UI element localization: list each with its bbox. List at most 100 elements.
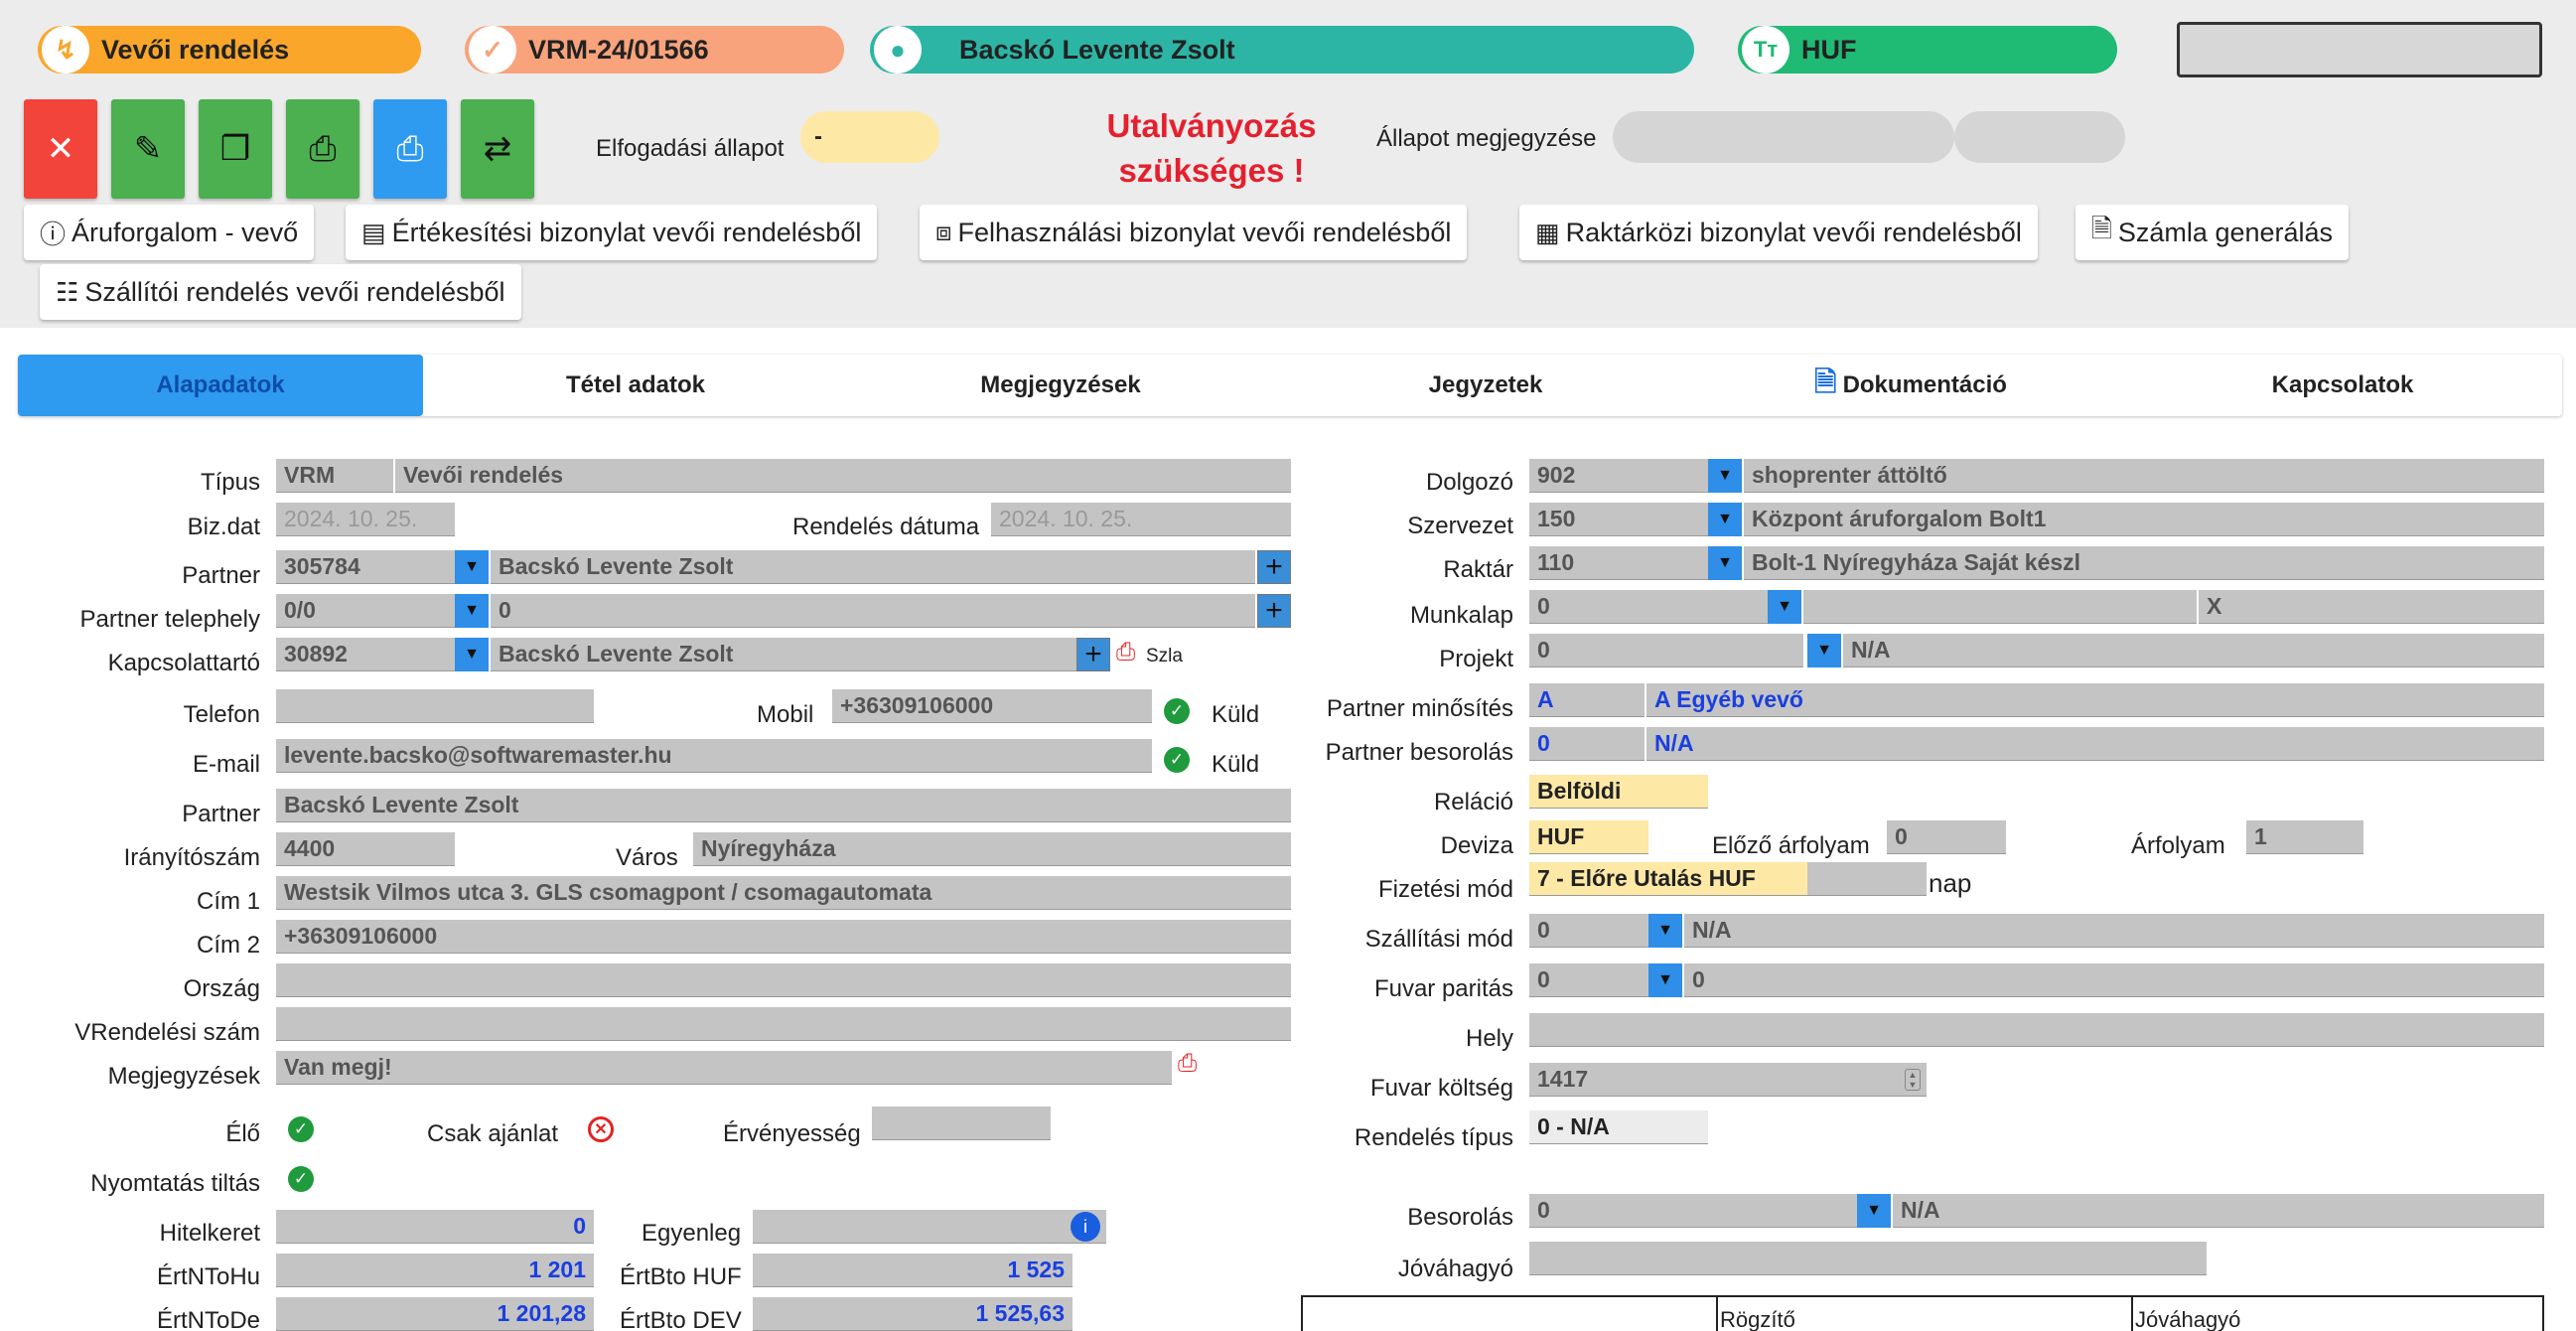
edit-button[interactable]: ✎ (111, 99, 185, 199)
megjegyzesek-field[interactable]: Van megj! (276, 1051, 1172, 1085)
raktar-code-field[interactable]: 110 (1529, 546, 1708, 580)
chevron-down-icon[interactable]: ▼ (1648, 963, 1682, 997)
felhasznalasi-bizonylat-button[interactable]: ⧈ Felhasználási bizonylat vevői rendelésb… (920, 205, 1468, 260)
mobil-field[interactable]: +36309106000 (832, 689, 1152, 723)
elo-check-icon[interactable]: ✓ (288, 1116, 314, 1142)
chevron-down-icon[interactable]: ▼ (1708, 546, 1742, 580)
munkalap-label: Munkalap (1409, 602, 1513, 629)
rendeles-datuma-value: 2024. 10. 25. (999, 506, 1133, 531)
telefon-field[interactable] (276, 689, 594, 723)
ertekesitesi-bizonylat-button[interactable]: ▤ Értékesítési bizonylat vevői rendelésbő… (346, 205, 878, 260)
number-spinner-icon[interactable]: ▲ ▼ (1905, 1069, 1921, 1091)
tab-kapcsolatok[interactable]: Kapcsolatok (2123, 355, 2562, 416)
header-search-box[interactable] (2177, 22, 2542, 77)
szamla-generalas-button[interactable]: 🗎 Számla generálás (2075, 205, 2350, 260)
acceptance-status-field[interactable]: - (800, 111, 939, 163)
arfolyam-field[interactable]: 1 (2246, 820, 2363, 854)
szervezet-code: 150 (1537, 506, 1576, 531)
print-alt-button[interactable]: ⎙ (373, 99, 447, 199)
telephely-code-field[interactable]: 0/0 (276, 594, 455, 628)
egyenleg-info-icon[interactable]: i (1071, 1212, 1100, 1242)
tab-alapadatok[interactable]: Alapadatok (18, 355, 423, 416)
close-button[interactable]: ✕ (24, 99, 97, 199)
printer-icon[interactable]: ⎙ (1178, 1050, 1198, 1077)
chevron-down-icon[interactable]: ▼ (1807, 634, 1841, 667)
hely-field[interactable] (1529, 1013, 2544, 1047)
dolgozo-name: shoprenter áttöltő (1752, 462, 1947, 488)
copy-button[interactable]: ❐ (199, 99, 272, 199)
rendtipus-field[interactable]: 0 - N/A (1529, 1110, 1708, 1144)
tab-megjegyzesek[interactable]: Megjegyzések (848, 355, 1273, 416)
hitelkeret-value: 0 (573, 1213, 586, 1239)
chevron-down-icon[interactable]: ▼ (455, 550, 489, 584)
aruforgalom-vevo-button[interactable]: ⓘ Áruforgalom - vevő (24, 205, 315, 260)
ertntohu-field: 1 201 (276, 1254, 594, 1287)
check-circle-icon[interactable]: ✓ (1164, 747, 1190, 773)
orszag-field[interactable] (276, 963, 1291, 997)
swap-button[interactable]: ⇄ (461, 99, 534, 199)
vrendszam-label: VRendelési szám (74, 1019, 260, 1046)
kapcsolattarto-code: 30892 (284, 641, 348, 666)
chevron-down-icon[interactable]: ▼ (1708, 459, 1742, 493)
tipus-code-field: VRM (276, 459, 393, 493)
check-circle-icon[interactable]: ✓ (1164, 698, 1190, 724)
jovahagyo-field[interactable] (1529, 1242, 2207, 1275)
munkalap-code-field[interactable]: 0 (1529, 590, 1784, 624)
chevron-down-icon[interactable]: ▼ (1857, 1194, 1891, 1228)
raktarkozi-bizonylat-button[interactable]: ▦ Raktárközi bizonylat vevői rendelésből (1519, 205, 2038, 260)
deviza-field[interactable]: HUF (1529, 820, 1648, 854)
fizmod-field[interactable]: 7 - Előre Utalás HUF (1529, 862, 1807, 896)
cim1-field[interactable]: Westsik Vilmos utca 3. GLS csomagpont / … (276, 876, 1291, 910)
chevron-down-icon[interactable]: ▼ (1768, 590, 1801, 624)
irsz-field[interactable]: 4400 (276, 832, 455, 866)
chevron-down-icon[interactable]: ▼ (455, 638, 489, 671)
chevron-down-icon[interactable]: ▼ (455, 594, 489, 628)
besorolas-code-field: 0 (1529, 727, 1645, 761)
partner-name: Bacskó Levente Zsolt (499, 553, 734, 579)
cim2-field[interactable]: +36309106000 (276, 920, 1291, 954)
add-kapcsolattarto-button[interactable]: + (1076, 638, 1110, 671)
varos-field[interactable]: Nyíregyháza (693, 832, 1291, 866)
email-field[interactable]: levente.bacsko@softwaremaster.hu (276, 739, 1152, 773)
besorolas2-code-field[interactable]: 0 (1529, 1194, 1873, 1228)
csak-ajanlat-x-icon[interactable]: ✕ (588, 1116, 614, 1142)
print-button[interactable]: ⎙ (286, 99, 359, 199)
add-partner-button[interactable]: + (1257, 550, 1291, 584)
bizdat-field[interactable]: 2024. 10. 25. (276, 503, 455, 536)
nyomtatas-tiltas-check-icon[interactable]: ✓ (288, 1166, 314, 1192)
ervenyesseg-field[interactable] (872, 1107, 1051, 1140)
partner-code-field[interactable]: 305784 (276, 550, 455, 584)
status-note-field[interactable] (1613, 111, 1954, 163)
projekt-code-field[interactable]: 0 (1529, 634, 1803, 667)
tab-tetel-adatok[interactable]: Tétel adatok (423, 355, 848, 416)
chevron-down-icon[interactable]: ▼ (1708, 503, 1742, 536)
table-divider (2131, 1297, 2133, 1331)
printer-icon[interactable]: ⎙ (1116, 639, 1136, 666)
currency-pill: Tт HUF (1738, 26, 2117, 74)
besorolas2-code: 0 (1537, 1197, 1550, 1223)
fizmod-days-field[interactable] (1807, 862, 1927, 896)
fizmod-value: 7 - Előre Utalás HUF (1537, 865, 1756, 891)
telephely-code: 0/0 (284, 597, 316, 623)
szallmod-code-field[interactable]: 0 (1529, 914, 1664, 948)
add-telephely-button[interactable]: + (1257, 594, 1291, 628)
tab-dokumentacio[interactable]: 🗎 Dokumentáció (1698, 355, 2123, 416)
fuvarkoltseg-value: 1417 (1537, 1066, 1589, 1092)
cim2-label: Cím 2 (196, 932, 260, 959)
partner2-field[interactable]: Bacskó Levente Zsolt (276, 789, 1291, 822)
kapcsolattarto-name-field: Bacskó Levente Zsolt (491, 638, 1076, 671)
status-note-field-2[interactable] (1954, 111, 2125, 163)
fuvarkoltseg-field[interactable]: 1417 (1529, 1063, 1927, 1097)
chevron-down-icon[interactable]: ▼ (1648, 914, 1682, 948)
rendeles-datuma-field[interactable]: 2024. 10. 25. (991, 503, 1291, 536)
paritas-code-field[interactable]: 0 (1529, 963, 1664, 997)
kapcsolattarto-code-field[interactable]: 30892 (276, 638, 455, 671)
szallmod-code: 0 (1537, 917, 1550, 943)
szallitoi-rendeles-button[interactable]: ☷ Szállítói rendelés vevői rendelésből (40, 264, 521, 320)
fuvarkoltseg-label: Fuvar költség (1369, 1075, 1513, 1102)
szervezet-code-field[interactable]: 150 (1529, 503, 1708, 536)
dolgozo-code-field[interactable]: 902 (1529, 459, 1708, 493)
vrendszam-field[interactable] (276, 1007, 1291, 1041)
tab-jegyzetek[interactable]: Jegyzetek (1273, 355, 1698, 416)
relacio-field[interactable]: Belföldi (1529, 775, 1708, 809)
